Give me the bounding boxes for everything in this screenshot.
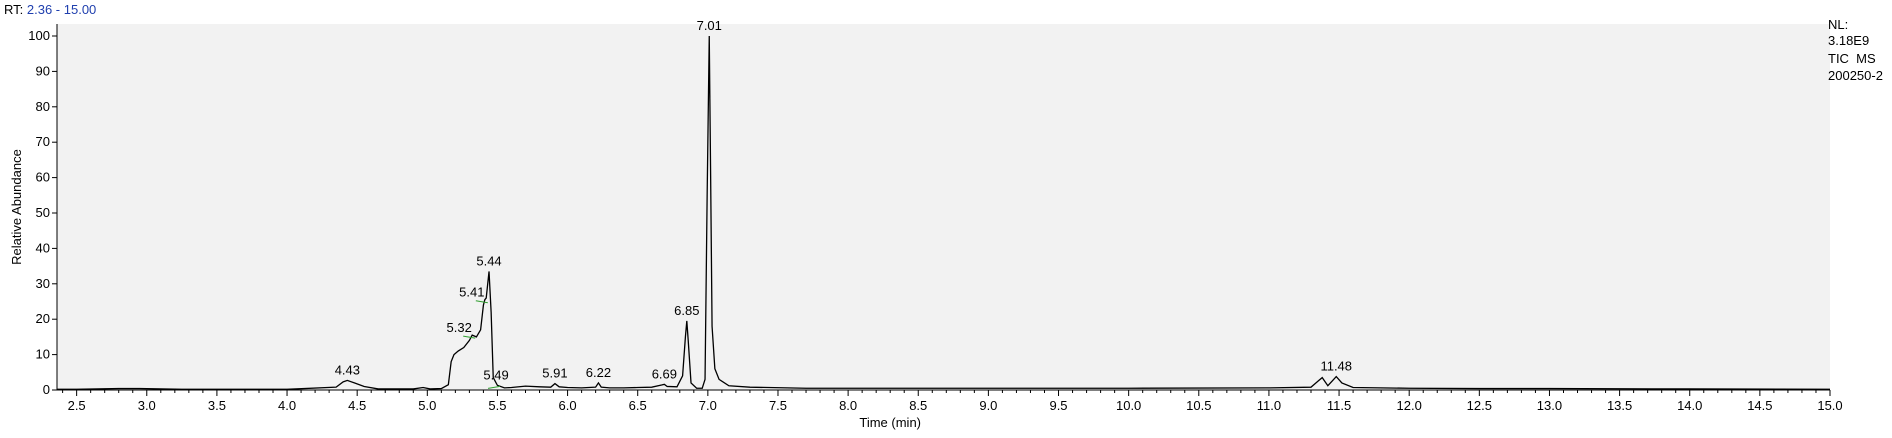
plot-area: [57, 24, 1830, 390]
x-tick-label: 4.0: [278, 398, 296, 413]
x-tick-label: 11.0: [1257, 398, 1281, 413]
x-tick-label: 5.5: [488, 398, 506, 413]
info-panel: NL: 3.18E9 TIC MS 200250-2: [1828, 17, 1883, 83]
x-tick-label: 12.0: [1397, 398, 1422, 413]
y-tick-label: 40: [36, 240, 50, 255]
y-tick-label: 80: [36, 99, 50, 114]
y-tick-label: 50: [36, 205, 50, 220]
x-tick-label: 2.5: [68, 398, 86, 413]
peak-label: 5.41: [459, 285, 484, 300]
nl-value: 3.18E9: [1828, 33, 1869, 48]
peak-label: 5.44: [476, 253, 501, 268]
peak-label: 5.91: [542, 366, 567, 381]
peak-labels: 4.43 5.32 5.41 5.44 5.49 5.91 6.22 6.69 6.85 7.01…: [335, 18, 1352, 389]
y-tick-label: 60: [36, 170, 50, 185]
x-tick-label: 13.5: [1607, 398, 1632, 413]
peak-label: 4.43: [335, 362, 360, 377]
x-tick-label: 9.5: [1049, 398, 1067, 413]
x-tick-label: 9.0: [979, 398, 997, 413]
peak-label-marker: [475, 300, 488, 304]
peak-label-marker: [487, 385, 501, 389]
tic-trace: [57, 35, 1831, 390]
file-name: 200250-2: [1828, 68, 1883, 83]
x-axis-title: Time (min): [859, 415, 921, 430]
peak-label: 6.22: [586, 365, 611, 380]
rt-range: 2.36 - 15.00: [26, 2, 97, 17]
scan-type: TIC MS: [1828, 51, 1876, 66]
x-tick-label: 10.5: [1186, 398, 1211, 413]
peak-label: 5.32: [447, 320, 472, 335]
peak-label: 5.49: [483, 367, 508, 382]
x-tick-label: 4.5: [348, 398, 366, 413]
x-tick-label: 15.0: [1817, 398, 1842, 413]
x-tick-label: 7.5: [769, 398, 787, 413]
x-tick-label: 11.5: [1327, 398, 1351, 413]
x-tick-label: 7.0: [699, 398, 717, 413]
y-axis-title: Relative Abundance: [9, 149, 24, 265]
x-tick-label: 8.5: [909, 398, 927, 413]
peak-label: 7.01: [697, 18, 722, 33]
y-tick-label: 30: [36, 276, 50, 291]
peak-label: 6.69: [652, 366, 677, 381]
peak-label: 6.85: [674, 303, 699, 318]
peak-label: 11.48: [1320, 359, 1352, 374]
rt-label: RT:: [4, 2, 24, 17]
x-tick-label: 13.0: [1537, 398, 1562, 413]
y-tick-label: 90: [36, 63, 50, 78]
y-tick-label: 0: [43, 382, 50, 397]
x-tick-label: 14.5: [1747, 398, 1772, 413]
x-axis-ticks: 2.5 3.0 3.5 4.0 4.5 5.0 5.5 6.0 6.5 7.0 7.5 8.0 8.5 9…: [62, 390, 1843, 413]
y-tick-label: 10: [36, 347, 50, 362]
x-tick-label: 14.0: [1677, 398, 1702, 413]
x-tick-label: 6.5: [629, 398, 647, 413]
x-tick-label: 6.0: [559, 398, 577, 413]
x-tick-label: 5.0: [418, 398, 436, 413]
y-axis-ticks: 0 10 20 30 40 50 60 70 80 90 100: [28, 28, 57, 397]
rt-header: RT: 2.36 - 15.00: [4, 2, 96, 17]
x-tick-label: 10.0: [1116, 398, 1141, 413]
nl-label: NL:: [1828, 17, 1848, 32]
y-tick-label: 70: [36, 134, 50, 149]
x-tick-label: 3.5: [208, 398, 226, 413]
y-tick-label: 100: [28, 28, 50, 43]
x-tick-label: 8.0: [839, 398, 857, 413]
x-tick-label: 12.5: [1467, 398, 1492, 413]
y-tick-label: 20: [36, 311, 50, 326]
peak-label-marker: [463, 335, 476, 339]
x-tick-label: 3.0: [138, 398, 156, 413]
